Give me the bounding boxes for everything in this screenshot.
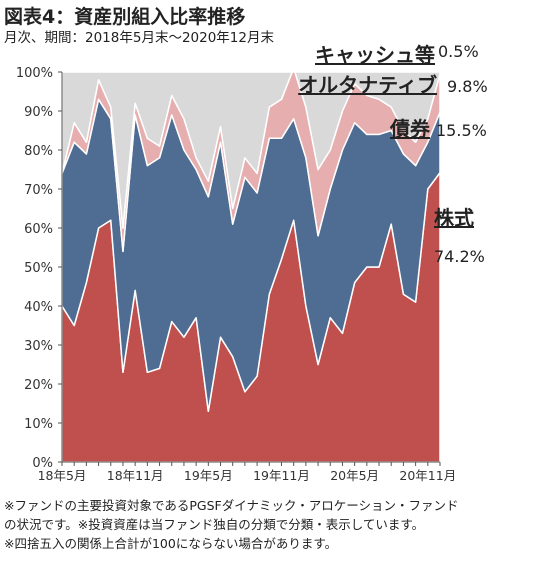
footnotes: ※ファンドの主要投資対象であるPGSFダイナミック・アロケーション・ファンド の… — [4, 496, 458, 553]
x-tick-label: 18年5月 — [38, 468, 87, 483]
y-tick-label: 20% — [24, 378, 53, 393]
callout-value: 15.5% — [436, 121, 487, 140]
y-tick-label: 30% — [24, 339, 53, 354]
callout-value: 0.5% — [438, 42, 479, 61]
callout-value: 74.2% — [434, 247, 485, 266]
y-tick-label: 60% — [24, 222, 53, 237]
y-tick-label: 100% — [16, 66, 53, 81]
chart-title: 図表4：資産別組入比率推移 — [4, 6, 246, 28]
callout-label: 株式 — [434, 206, 474, 230]
footnote-3: ※四捨五入の関係上合計が100にならない場合があります。 — [4, 536, 338, 551]
x-tick-label: 20年11月 — [399, 468, 456, 483]
footnote-1: ※ファンドの主要投資対象であるPGSFダイナミック・アロケーション・ファンド — [4, 498, 459, 513]
x-tick-label: 20年5月 — [330, 468, 379, 483]
callout-label: 債券 — [389, 117, 431, 141]
x-tick-label: 19年11月 — [253, 468, 310, 483]
y-tick-label: 70% — [24, 183, 53, 198]
x-tick-label: 19年5月 — [184, 468, 233, 483]
y-tick-label: 40% — [24, 300, 53, 315]
y-tick-label: 90% — [24, 105, 53, 120]
y-tick-label: 80% — [24, 144, 53, 159]
y-tick-label: 50% — [24, 261, 53, 276]
callout-value: 9.8% — [447, 77, 488, 96]
footnote-2: の状況です。※投資資産は当ファンド独自の分類で分類・表示しています。 — [4, 517, 425, 532]
y-tick-label: 0% — [32, 456, 53, 471]
x-tick-label: 18年11月 — [107, 468, 164, 483]
chart-subtitle: 月次、期間：2018年5月末～2020年12月末 — [4, 30, 274, 46]
y-tick-label: 10% — [24, 417, 53, 432]
series-area-3 — [61, 67, 441, 229]
callout-label: オルタナティブ — [298, 73, 437, 97]
callout-label: キャッシュ等 — [315, 43, 435, 67]
